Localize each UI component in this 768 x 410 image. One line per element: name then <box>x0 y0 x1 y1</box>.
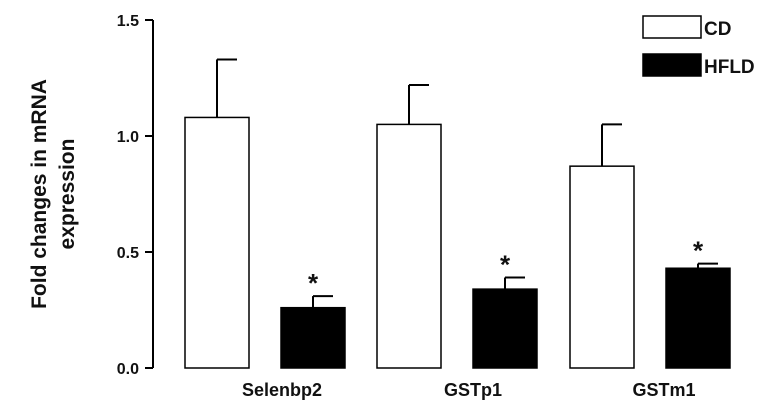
significance-marker: * <box>693 236 704 266</box>
axes: 0.0 0.5 1.0 1.5 <box>117 13 154 378</box>
legend-swatch-cd <box>642 15 702 39</box>
bar-cd <box>569 165 635 369</box>
y-axis-title-line-2: expression <box>56 139 79 250</box>
y-tick-label: 1.0 <box>117 129 139 146</box>
bar-cd <box>376 123 442 369</box>
y-ticks: 0.0 0.5 1.0 1.5 <box>117 13 153 378</box>
bar-hfld <box>665 267 731 369</box>
bars: * * * <box>184 58 731 369</box>
category-label: Selenbp2 <box>242 380 322 400</box>
category-label: GSTp1 <box>444 380 502 400</box>
significance-marker: * <box>308 268 319 298</box>
bar-hfld <box>472 288 538 369</box>
y-tick-label: 0.5 <box>117 245 139 262</box>
y-axis-title-line-1: Fold changes in mRNA <box>28 79 51 309</box>
bar-cd <box>184 116 250 369</box>
legend-label-cd: CD <box>704 19 731 40</box>
y-tick-label: 1.5 <box>117 13 139 30</box>
bar-hfld <box>280 306 346 369</box>
legend-swatch-hfld <box>642 53 702 77</box>
y-tick-label: 0.0 <box>117 361 139 378</box>
significance-marker: * <box>500 250 511 280</box>
legend-label-hfld: HFLD <box>704 57 755 78</box>
category-label: GSTm1 <box>632 380 695 400</box>
category-labels: Selenbp2 GSTp1 GSTm1 <box>242 380 696 400</box>
legend: CD HFLD <box>642 15 755 78</box>
